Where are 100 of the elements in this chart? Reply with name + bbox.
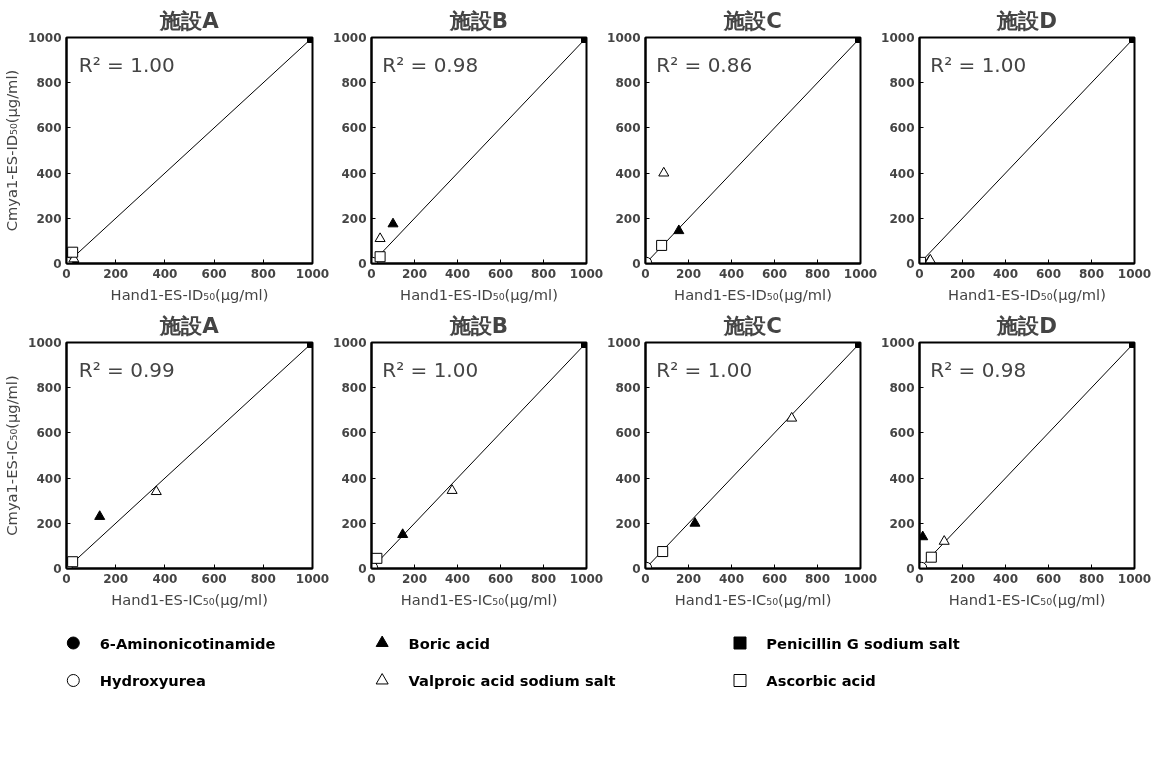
y-tick-label: 1000 <box>333 31 367 45</box>
chart-title: 施設D <box>996 312 1057 338</box>
annotation: R² = 1.00 <box>78 52 175 77</box>
x-tick-label: 200 <box>401 571 428 586</box>
annotation: R² = 1.00 <box>656 357 753 382</box>
x-tick-label: 400 <box>718 266 745 281</box>
x-tick-label: 1000 <box>843 266 878 281</box>
x-tick-label: 600 <box>761 571 788 586</box>
x-tick-label: 1000 <box>295 571 330 586</box>
x-tick-label: 800 <box>250 266 276 281</box>
y-tick-label: 1000 <box>28 336 62 350</box>
y-tick-label: 600 <box>615 121 641 136</box>
annotation: R² = 0.86 <box>656 52 753 77</box>
annotation: R² = 1.00 <box>930 52 1027 77</box>
x-tick-label: 600 <box>201 571 227 586</box>
y-tick-label: 200 <box>36 211 62 226</box>
x-axis-title: Hand1-ES-ID₅₀(μg/ml) <box>400 285 558 303</box>
y-tick-label: 0 <box>906 257 915 271</box>
x-axis-title: Hand1-ES-ID₅₀(μg/ml) <box>948 285 1106 303</box>
y-tick-label: 200 <box>341 211 367 226</box>
annotation: R² = 0.98 <box>930 357 1027 382</box>
annotation: R² = 0.99 <box>78 357 175 382</box>
x-tick-label: 200 <box>103 571 129 586</box>
x-tick-label: 400 <box>152 266 178 281</box>
y-tick-label: 1000 <box>881 31 915 45</box>
chart-title: 施設B <box>448 7 509 33</box>
y-tick-label: 0 <box>53 257 62 271</box>
y-tick-label: 0 <box>632 257 641 271</box>
x-axis-title: Hand1-ES-IC₅₀(μg/ml) <box>111 590 268 608</box>
x-tick-label: 1000 <box>569 266 604 281</box>
x-axis-title: Hand1-ES-ID₅₀(μg/ml) <box>674 285 832 303</box>
annotation: R² = 1.00 <box>382 357 479 382</box>
x-tick-label: 600 <box>761 266 788 281</box>
y-tick-label: 1000 <box>607 336 641 350</box>
y-tick-label: 0 <box>358 257 367 271</box>
y-tick-label: 800 <box>341 381 367 396</box>
legend-label: 6-Aminonicotinamide <box>99 634 276 652</box>
x-tick-label: 800 <box>530 266 557 281</box>
x-tick-label: 800 <box>1078 266 1105 281</box>
chart-title: 施設D <box>996 7 1057 33</box>
y-tick-label: 400 <box>615 471 641 486</box>
x-tick-label: 400 <box>152 571 178 586</box>
x-tick-label: 800 <box>1078 571 1105 586</box>
x-tick-label: 1000 <box>295 266 330 281</box>
y-tick-label: 800 <box>36 76 62 91</box>
y-tick-label: 1000 <box>333 336 367 350</box>
x-tick-label: 800 <box>250 571 276 586</box>
legend-label: Penicillin G sodium salt <box>766 634 960 652</box>
y-tick-label: 0 <box>53 562 62 576</box>
y-axis-title: Cmya1-ES-ID₅₀(μg/ml) <box>3 69 21 232</box>
x-tick-label: 600 <box>487 266 514 281</box>
x-tick-label: 1000 <box>1117 266 1152 281</box>
y-tick-label: 200 <box>615 211 641 226</box>
y-tick-label: 0 <box>632 562 641 576</box>
x-tick-label: 200 <box>675 266 702 281</box>
x-axis-title: Hand1-ES-IC₅₀(μg/ml) <box>674 590 832 608</box>
chart-title: 施設C <box>723 312 782 338</box>
y-tick-label: 800 <box>36 381 62 396</box>
x-tick-label: 1000 <box>843 571 878 586</box>
y-tick-label: 0 <box>358 562 367 576</box>
y-axis-title: Cmya1-ES-IC₅₀(μg/ml) <box>3 375 21 536</box>
chart-title: 施設A <box>159 312 220 338</box>
x-tick-label: 1000 <box>1117 571 1152 586</box>
y-tick-label: 800 <box>341 76 367 91</box>
legend-label: Valproic acid sodium salt <box>408 672 616 689</box>
x-tick-label: 800 <box>804 571 831 586</box>
y-tick-label: 200 <box>889 516 915 531</box>
y-tick-label: 400 <box>36 166 62 181</box>
y-tick-label: 1000 <box>28 31 62 45</box>
x-tick-label: 800 <box>530 571 557 586</box>
y-tick-label: 200 <box>36 516 62 531</box>
y-tick-label: 400 <box>889 166 915 181</box>
x-tick-label: 600 <box>1035 266 1062 281</box>
x-axis-title: Hand1-ES-IC₅₀(μg/ml) <box>948 590 1106 608</box>
x-tick-label: 200 <box>949 266 976 281</box>
y-tick-label: 400 <box>615 166 641 181</box>
x-tick-label: 400 <box>718 571 745 586</box>
x-tick-label: 400 <box>444 571 471 586</box>
y-tick-label: 400 <box>36 471 62 486</box>
x-tick-label: 1000 <box>569 571 604 586</box>
chart-title: 施設B <box>448 312 509 338</box>
x-tick-label: 200 <box>103 266 129 281</box>
y-tick-label: 1000 <box>607 31 641 45</box>
chart-title: 施設A <box>159 7 220 33</box>
y-tick-label: 600 <box>615 426 641 441</box>
x-tick-label: 600 <box>201 266 227 281</box>
x-tick-label: 400 <box>992 571 1019 586</box>
y-tick-label: 800 <box>889 76 915 91</box>
x-tick-label: 200 <box>401 266 428 281</box>
y-tick-label: 200 <box>889 211 915 226</box>
x-tick-label: 400 <box>992 266 1019 281</box>
y-tick-label: 400 <box>889 471 915 486</box>
x-tick-label: 200 <box>949 571 976 586</box>
chart-title: 施設C <box>723 7 782 33</box>
y-tick-label: 400 <box>341 471 367 486</box>
y-tick-label: 0 <box>906 562 915 576</box>
y-tick-label: 200 <box>615 516 641 531</box>
legend-label: Hydroxyurea <box>99 672 206 689</box>
y-tick-label: 600 <box>341 426 367 441</box>
y-tick-label: 400 <box>341 166 367 181</box>
